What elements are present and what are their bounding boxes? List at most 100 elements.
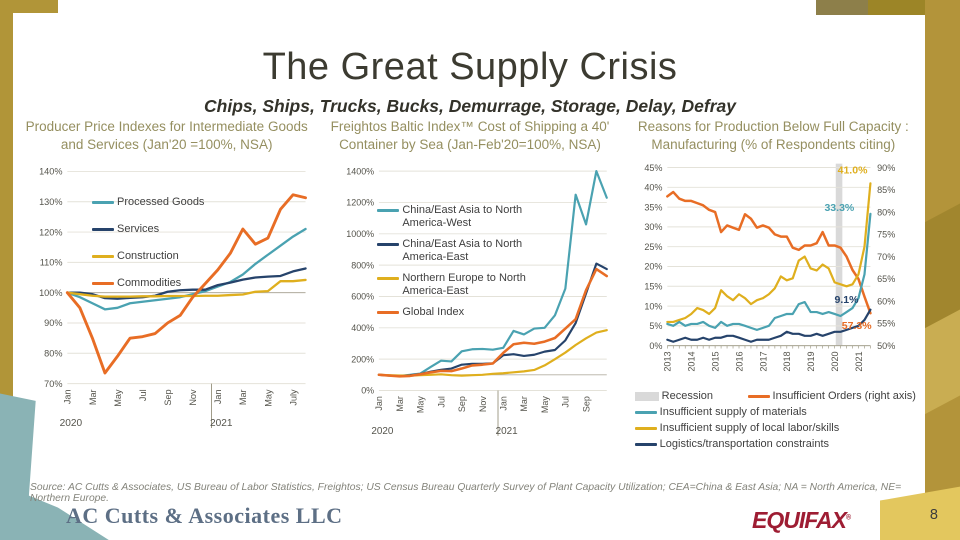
svg-text:80%: 80% [877, 207, 895, 217]
svg-text:Jan: Jan [375, 396, 385, 410]
svg-text:Mar: Mar [395, 396, 405, 411]
producer-price-chart-svg: 70% 80% 90% 100% 110% 120% 130% 140% Jan Mar May Ju… [39, 167, 307, 429]
page-number: 8 [929, 507, 938, 523]
svg-text:Jan: Jan [63, 389, 73, 404]
olive-top-right-accent [816, 0, 868, 15]
legend-label: Recession [661, 390, 714, 403]
chart-legend: Recession Insufficient Orders (right axis… [629, 390, 918, 451]
svg-text:130%: 130% [39, 197, 62, 207]
svg-text:2014: 2014 [686, 352, 696, 372]
svg-text:45%: 45% [644, 163, 662, 173]
legend-item: Insufficient Orders (right axis) [747, 390, 916, 403]
svg-text:80%: 80% [44, 349, 62, 359]
legend-item: Recession [634, 390, 714, 403]
svg-text:Jul: Jul [437, 396, 447, 407]
svg-text:110%: 110% [40, 258, 63, 268]
svg-text:Mar: Mar [520, 396, 530, 411]
svg-text:50%: 50% [877, 341, 895, 351]
svg-text:May: May [263, 389, 273, 407]
legend-swatch-icon [92, 255, 114, 259]
svg-text:75%: 75% [877, 230, 895, 240]
svg-text:9.1%: 9.1% [834, 294, 859, 306]
svg-text:55%: 55% [877, 319, 895, 329]
svg-text:Sep: Sep [457, 396, 467, 412]
svg-text:1200%: 1200% [347, 198, 375, 208]
registered-trademark-icon: ® [845, 514, 852, 522]
ac-cutts-logo: AC Cutts & Associates LLC [66, 503, 343, 528]
legend-label: Construction [117, 250, 179, 263]
legend-label: Insufficient supply of materials [659, 405, 807, 418]
chart-title: Freightos Baltic Index™ Cost of Shipping… [330, 119, 610, 152]
legend-label: Processed Goods [117, 196, 205, 209]
legend-item: China/East Asia to North America-East [377, 238, 555, 264]
chart-legend: China/East Asia to North America-West Chi… [377, 204, 555, 327]
svg-text:20%: 20% [644, 262, 662, 272]
page-subtitle: Chips, Ships, Trucks, Bucks, Demurrage, … [204, 95, 736, 116]
svg-text:400%: 400% [352, 323, 375, 333]
chart-title: Reasons for Production Below Full Capaci… [637, 119, 909, 152]
legend-item: Construction [92, 250, 204, 263]
svg-text:2016: 2016 [734, 352, 744, 372]
svg-text:33.3%: 33.3% [824, 202, 854, 214]
svg-text:57.3%: 57.3% [841, 320, 871, 332]
svg-text:2021: 2021 [496, 426, 519, 437]
chart-plot-area: 70% 80% 90% 100% 110% 120% 130% 140% Jan Mar May Ju… [22, 156, 311, 432]
svg-text:1000%: 1000% [347, 229, 375, 239]
chart-legend: Processed Goods Services Construction Commo… [92, 196, 204, 304]
gold-top-left-border [0, 0, 58, 13]
charts-row: Producer Price Indexes for Intermediate … [22, 118, 918, 451]
svg-text:800%: 800% [352, 260, 375, 270]
svg-text:35%: 35% [644, 202, 662, 212]
legend-swatch-icon [377, 209, 400, 213]
svg-text:Sep: Sep [163, 389, 173, 405]
svg-text:2020: 2020 [60, 418, 83, 429]
page-title: The Great Supply Crisis [262, 46, 678, 89]
svg-text:Jul: Jul [561, 396, 571, 407]
svg-text:0%: 0% [649, 341, 662, 351]
svg-text:120%: 120% [39, 227, 62, 237]
svg-text:2021: 2021 [853, 352, 863, 372]
legend-label: China/East Asia to North America-West [402, 204, 523, 230]
legend-label: Insufficient supply of local labor/skill… [659, 421, 840, 434]
legend-item: China/East Asia to North America-West [377, 204, 555, 230]
svg-text:70%: 70% [877, 252, 895, 262]
svg-text:May: May [113, 389, 123, 407]
legend-swatch-icon [92, 282, 114, 285]
legend-swatch-icon [92, 228, 114, 232]
legend-item: Services [92, 223, 204, 236]
chart-plot-area: 0% 200% 400% 600% 800% 1000% 1200% 1400% Jan Mar M… [325, 156, 614, 440]
svg-text:25%: 25% [644, 242, 662, 252]
legend-label: Northern Europe to North America-East [402, 271, 526, 297]
svg-text:July: July [288, 389, 298, 406]
chart-freightos-baltic-index: Freightos Baltic Index™ Cost of Shipping… [325, 118, 614, 451]
svg-text:90%: 90% [877, 163, 895, 173]
svg-text:15%: 15% [644, 282, 662, 292]
capacity-reasons-chart-svg: 0% 5% 10% 15% 20% 25% 30% 35% 40% 45% 50% 55% 60% 65%… [644, 163, 895, 372]
svg-text:200%: 200% [352, 354, 375, 364]
legend-swatch-icon [634, 426, 657, 430]
svg-text:5%: 5% [649, 321, 662, 331]
legend-swatch-icon [377, 310, 400, 314]
legend-item: Insufficient supply of materials [634, 405, 918, 419]
svg-text:2020: 2020 [372, 426, 395, 437]
svg-text:2013: 2013 [662, 352, 672, 372]
gold-right-band [925, 0, 960, 540]
legend-label: Insufficient Orders (right axis) [772, 390, 916, 403]
svg-text:May: May [416, 396, 426, 413]
svg-text:Mar: Mar [238, 389, 248, 405]
legend-item: Processed Goods [92, 196, 204, 209]
svg-text:2017: 2017 [758, 352, 768, 372]
legend-item: Insufficient supply of local labor/skill… [634, 421, 918, 435]
svg-text:May: May [540, 396, 550, 413]
svg-text:Nov: Nov [188, 389, 198, 406]
legend-swatch-icon [634, 392, 659, 402]
svg-text:Mar: Mar [88, 389, 98, 405]
svg-text:70%: 70% [44, 379, 62, 389]
svg-text:Nov: Nov [478, 396, 488, 412]
svg-text:Sep: Sep [582, 396, 592, 412]
legend-swatch-icon [634, 442, 657, 446]
legend-swatch-icon [377, 243, 400, 247]
svg-text:30%: 30% [644, 222, 662, 232]
svg-text:2019: 2019 [806, 352, 816, 372]
legend-label: Global Index [402, 305, 465, 318]
